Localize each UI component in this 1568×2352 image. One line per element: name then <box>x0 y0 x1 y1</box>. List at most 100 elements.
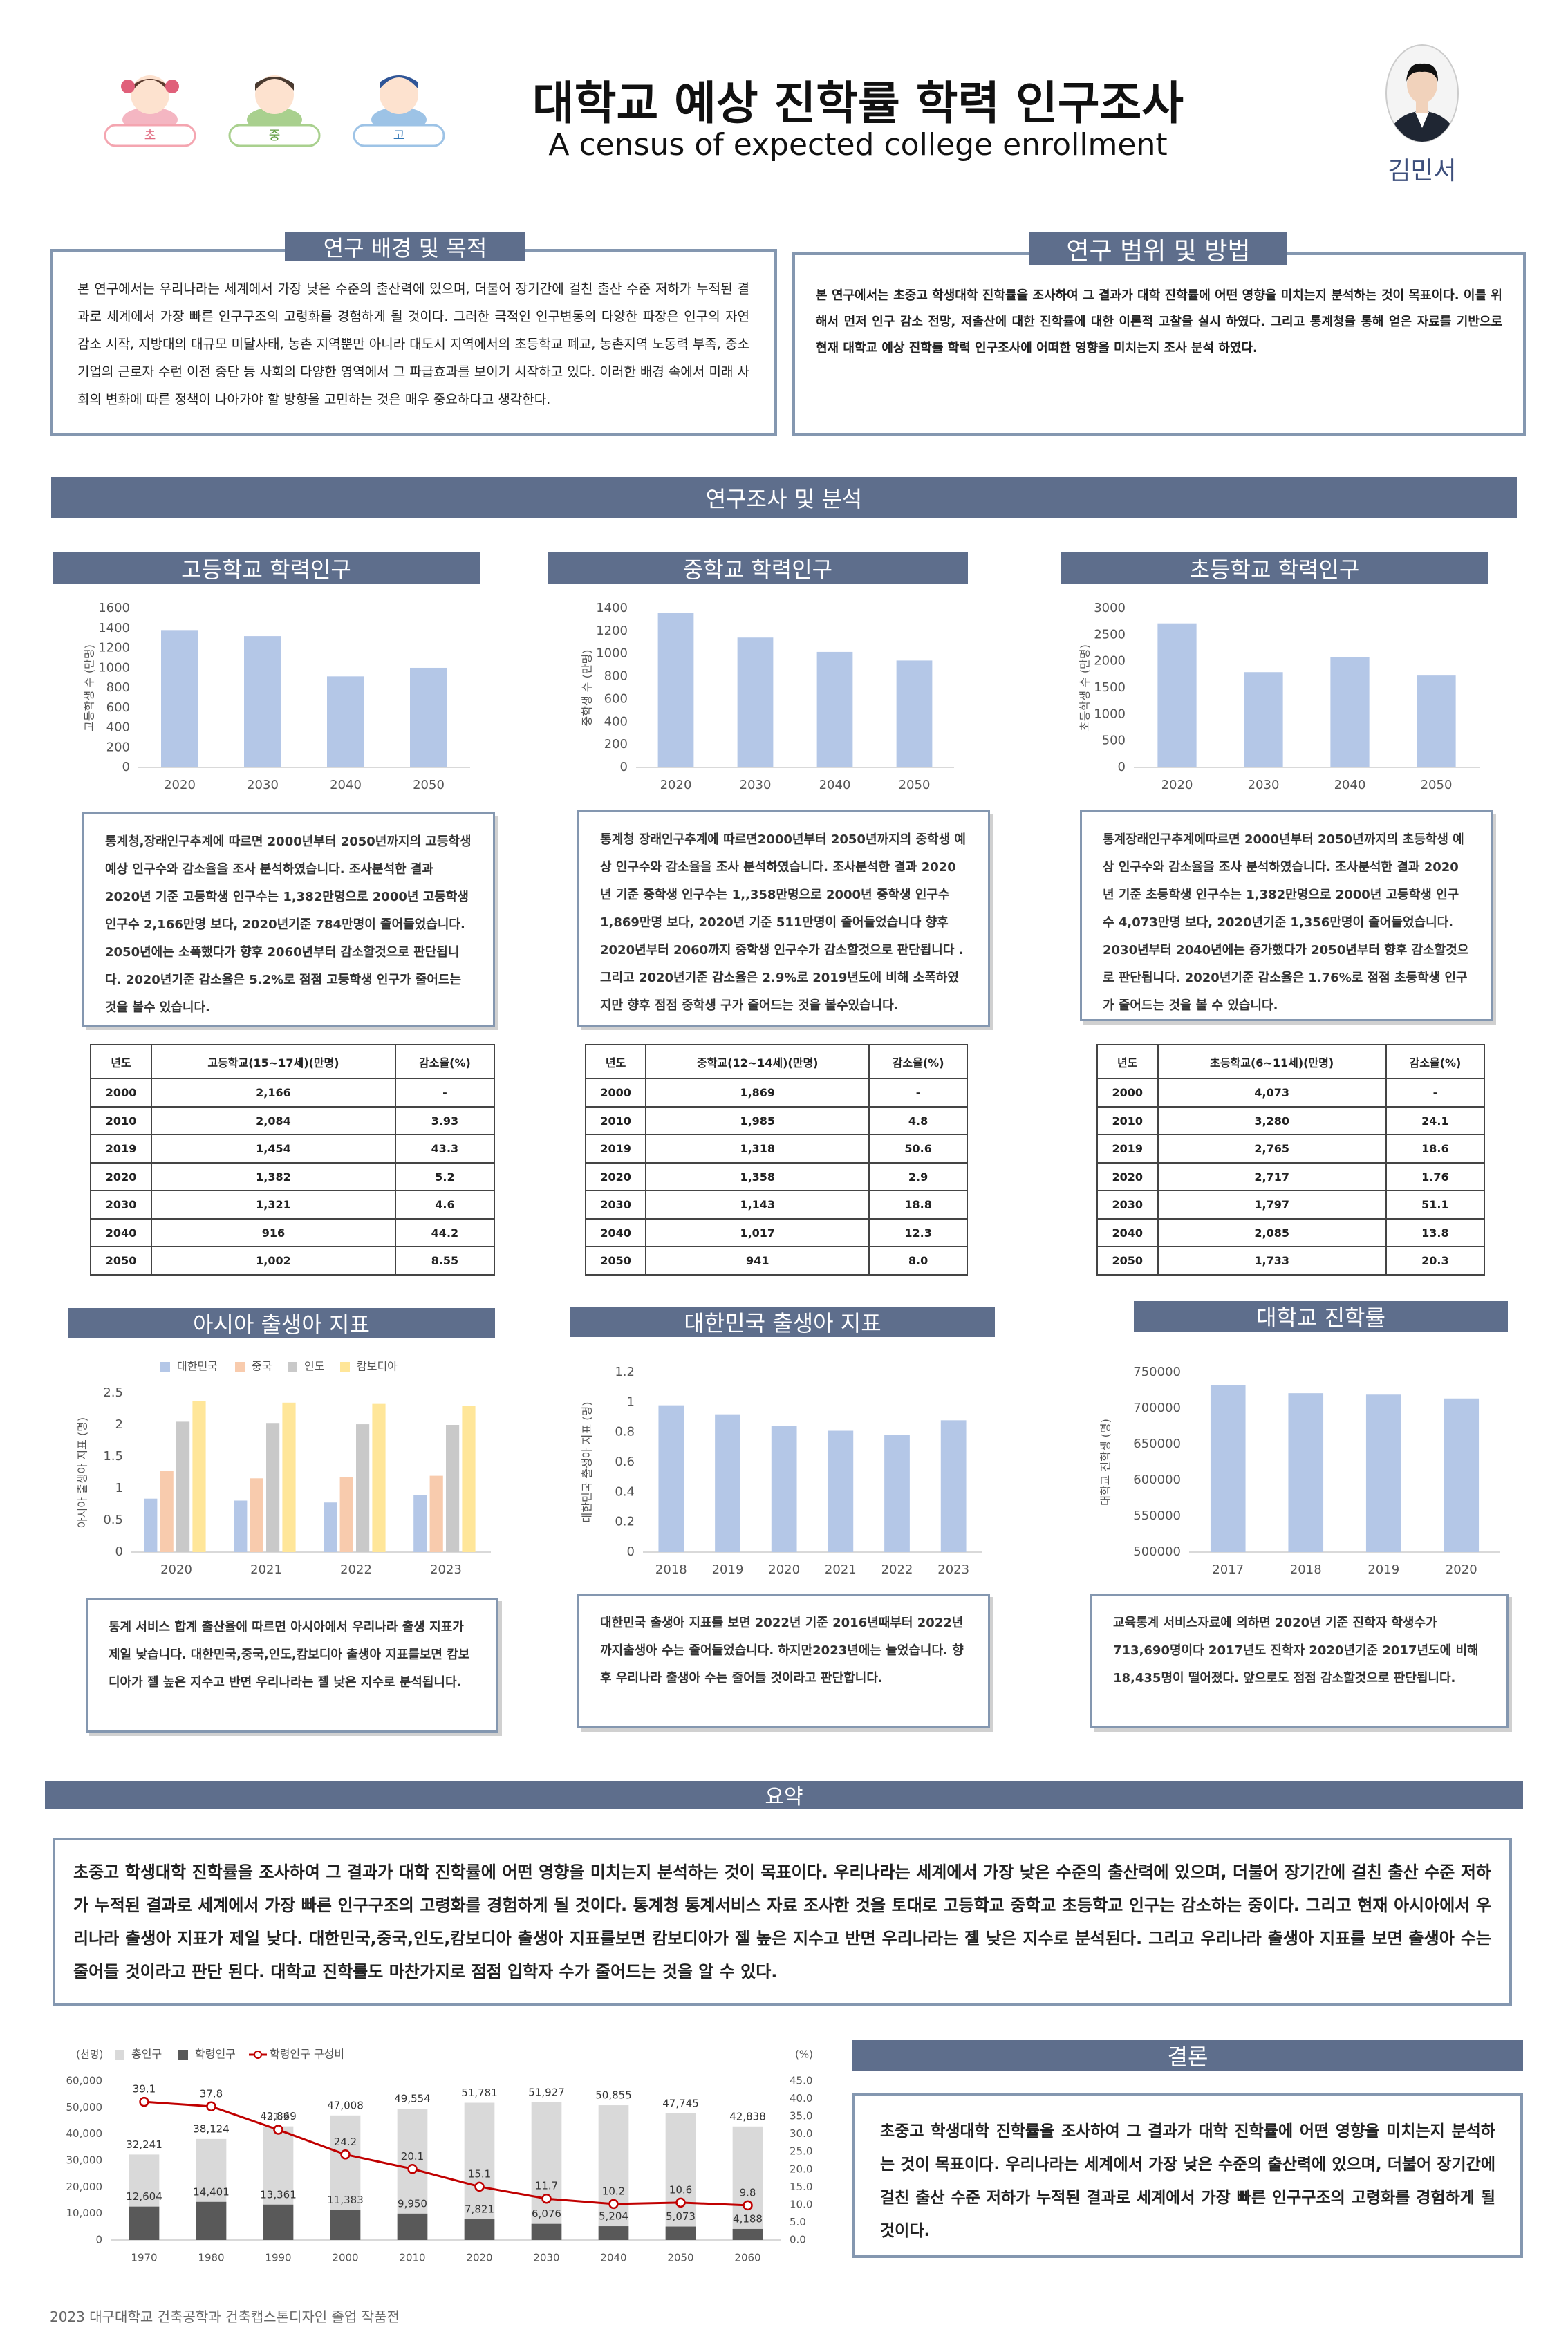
value-label: 10.6 <box>669 2183 692 2196</box>
conclusion-title: 결론 <box>852 2040 1523 2071</box>
value-label: 47,745 <box>662 2097 699 2109</box>
bar <box>665 2226 696 2240</box>
y-tick-label: 1200 <box>98 641 130 655</box>
bar <box>372 1403 386 1552</box>
table-cell: 50.6 <box>868 1134 968 1164</box>
level-label: 중 <box>269 129 281 143</box>
bar <box>1157 623 1197 767</box>
x-tick-label: 2022 <box>340 1562 372 1577</box>
bar <box>816 651 853 767</box>
author-name: 김민서 <box>1388 157 1457 185</box>
table-cell: 1,985 <box>645 1105 870 1136</box>
bar <box>161 630 198 767</box>
table-cell: 2050 <box>584 1246 647 1276</box>
bar <box>1417 675 1456 767</box>
legend-marker <box>340 1362 350 1372</box>
x-tick-label: 2050 <box>899 778 931 792</box>
table-header-cell: 고등학교(15~17세)(만명) <box>151 1043 396 1080</box>
y-tick-label: 600 <box>604 691 628 706</box>
caption: 대한민국 출생아 지표를 보면 2022년 기준 2016년때부터 2022년 … <box>600 1616 964 1686</box>
table-cell: 8.55 <box>394 1246 496 1276</box>
caption: 통계청 장래인구추계에 따르면2000년부터 2050년까지의 중학생 예상 인… <box>600 832 966 1013</box>
bar <box>446 1425 460 1552</box>
table-row: 2050 1,733 20.3 <box>1096 1246 1486 1276</box>
value-label: 9.8 <box>740 2186 756 2199</box>
x-tick-label: 2023 <box>937 1562 969 1577</box>
level-label: 초 <box>144 129 156 143</box>
caption-box: 통계 서비스 합계 출산율에 따르면 아시아에서 우리나라 출생 지표가 제일 … <box>86 1598 498 1733</box>
y-tick-label: 0 <box>122 760 130 774</box>
chart: 0 10,000 20,000 30,000 40,000 50,000 60,000 0.0… <box>66 2048 813 2264</box>
table-cell: 2,084 <box>151 1105 396 1136</box>
icon-high: 고 <box>353 75 445 147</box>
section-banner: 연구조사 및 분석 <box>51 477 1517 518</box>
line-point <box>340 2149 351 2160</box>
table-cell: 1.76 <box>1385 1161 1486 1192</box>
x-tick-label: 2022 <box>881 1562 913 1577</box>
y-tick-label: 30,000 <box>66 2154 103 2167</box>
x-tick-label: 2010 <box>399 2252 425 2264</box>
background-text: 본 연구에서는 우리나라는 세계에서 가장 낮은 수준의 출산력에 있으며, 더… <box>77 281 749 407</box>
table-cell: 4.6 <box>394 1190 496 1220</box>
conclusion-box: 초중고 학생대학 진학률을 조사하여 그 결과가 대학 진학률에 어떤 영향을 … <box>852 2093 1523 2258</box>
table-cell: 2040 <box>89 1217 153 1248</box>
table-cell: 2050 <box>1096 1246 1159 1276</box>
y-tick-label: 700000 <box>1133 1401 1181 1415</box>
table-cell: 941 <box>645 1246 870 1276</box>
panel-title: 고등학교 학력인구 <box>53 552 480 584</box>
y-tick-label: 2 <box>115 1417 123 1432</box>
y-tick-label: 1600 <box>98 601 130 615</box>
y-tick-label: 500000 <box>1133 1544 1181 1559</box>
y-tick-label: 650000 <box>1133 1437 1181 1451</box>
x-tick-label: 2040 <box>330 778 362 792</box>
table-cell: 2,717 <box>1157 1161 1387 1192</box>
data-table: 년도 초등학교(6~11세)(만명) 감소율(%) 2000 4,073-2010 3,2… <box>1096 1043 1486 1276</box>
table-cell: 4,073 <box>1157 1078 1387 1108</box>
table-cell: 2020 <box>584 1161 647 1192</box>
table-cell: - <box>868 1078 968 1108</box>
table-cell: - <box>1385 1078 1486 1108</box>
table-cell: 1,382 <box>151 1161 396 1192</box>
y-tick-label: 0.6 <box>615 1455 635 1469</box>
line-point <box>206 2101 216 2112</box>
data-table: 년도 고등학교(15~17세)(만명) 감소율(%) 2000 2,166-2010 2,… <box>89 1043 496 1276</box>
caption: 통계 서비스 합계 출산율에 따르면 아시아에서 우리나라 출생 지표가 제일 … <box>109 1620 470 1690</box>
table-row: 2020 1,358 2.9 <box>584 1161 968 1192</box>
y-tick-label: 600000 <box>1133 1473 1181 1487</box>
x-tick-label: 2050 <box>1421 778 1453 792</box>
x-tick-label: 2020 <box>466 2252 492 2264</box>
value-label: 10.2 <box>602 2185 625 2197</box>
table-cell: 44.2 <box>394 1217 496 1248</box>
value-label: 42,869 <box>260 2110 297 2122</box>
table-cell: 1,454 <box>151 1134 396 1164</box>
value-label: 4,188 <box>733 2212 763 2225</box>
y-tick-label: 20.0 <box>790 2163 812 2175</box>
level-label: 고 <box>393 129 405 143</box>
x-tick-label: 2020 <box>164 778 196 792</box>
table-cell: 2019 <box>89 1134 153 1164</box>
bar <box>884 1435 910 1552</box>
y-tick-label: 1 <box>627 1394 635 1409</box>
table-header-cell: 년도 <box>1096 1043 1159 1080</box>
table-cell: 2010 <box>89 1105 153 1136</box>
table-cell: 51.1 <box>1385 1190 1486 1220</box>
table-cell: 2040 <box>1096 1217 1159 1248</box>
bar <box>330 2210 361 2240</box>
table-cell: 2030 <box>89 1190 153 1220</box>
caption-box: 통계청 장래인구추계에 따르면2000년부터 2050년까지의 중학생 예상 인… <box>577 810 990 1027</box>
table-row: 2040 2,085 13.8 <box>1096 1217 1486 1248</box>
y-tick-label: 400 <box>604 714 628 729</box>
conclusion-text: 초중고 학생대학 진학률을 조사하여 그 결과가 대학 진학률에 어떤 영향을 … <box>880 2122 1495 2240</box>
table-cell: 8.0 <box>868 1246 968 1276</box>
table-header-cell: 감소율(%) <box>868 1043 968 1080</box>
panel-title: 초등학교 학력인구 <box>1061 552 1488 584</box>
y-tick-label: 200 <box>604 737 628 752</box>
summary-text: 초중고 학생대학 진학률을 조사하여 그 결과가 대학 진학률에 어떤 영향을 … <box>73 1863 1491 1981</box>
table-cell: 2020 <box>1096 1161 1159 1192</box>
y-tick-label: 30.0 <box>790 2127 812 2140</box>
bar <box>413 1495 427 1552</box>
data-table: 년도 중학교(12~14세)(만명) 감소율(%) 2000 1,869-2010 1,9… <box>584 1043 968 1276</box>
x-tick-label: 2018 <box>655 1562 687 1577</box>
bar <box>464 2102 495 2240</box>
